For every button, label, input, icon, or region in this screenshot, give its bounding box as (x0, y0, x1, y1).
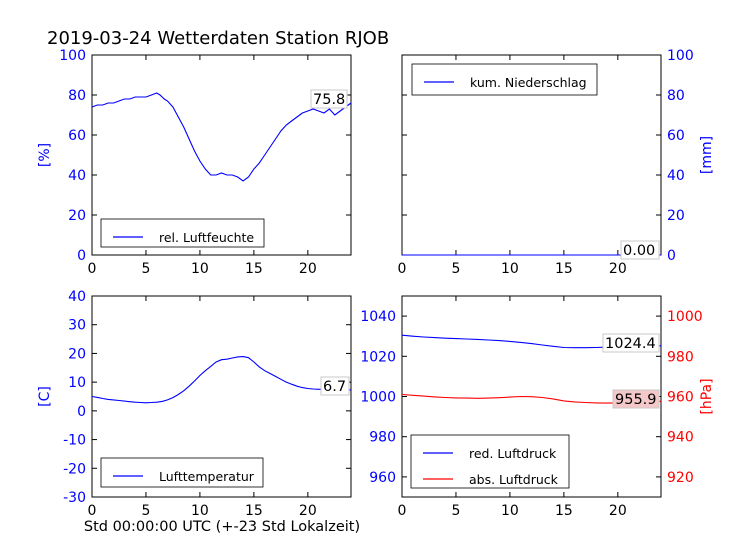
humidity-line (91, 92, 352, 182)
pressure-panel: 0 5 10 15 20 960 980 1000 1020 1040 920 940 960 980 10… (360, 295, 715, 519)
legend-label: rel. Luftfeuchte (159, 230, 254, 245)
x-tick-label: 20 (609, 261, 627, 277)
x-tick-label: 20 (299, 261, 317, 277)
y-tick-label: 40 (68, 289, 86, 305)
x-tick-label: 5 (141, 503, 150, 519)
x-tick-label: 0 (88, 503, 97, 519)
y-tick-label-right: 0 (667, 248, 676, 264)
y-tick-label-right: 60 (667, 128, 685, 144)
legend-label: kum. Niederschlag (470, 75, 587, 90)
humidity-panel: 0 5 10 15 20 0 20 40 60 80 100 [%] 75.8 rel. Luftfeuc… (37, 48, 352, 277)
y-axis-label: [mm] (699, 136, 715, 174)
x-tick-label: 15 (245, 503, 263, 519)
y-tick-label: 960 (369, 470, 396, 486)
x-tick-label: 10 (501, 261, 519, 277)
legend-label: Lufttemperatur (159, 469, 255, 484)
y-tick-label: -20 (63, 461, 86, 477)
y-tick-label-right: 960 (667, 390, 694, 406)
humidity-last-value: 75.8 (313, 92, 345, 108)
legend-box (100, 218, 265, 248)
y-tick-label: 20 (68, 346, 86, 362)
x-tick-label: 10 (191, 261, 209, 277)
y-axis-label: [hPa] (699, 378, 715, 414)
x-tick-label: 20 (299, 503, 317, 519)
temperature-panel: 0 5 10 15 20 -30 -20 -10 0 10 20 30 40 [C] 6.7 Lufttemp… (37, 289, 352, 519)
y-tick-label-right: 940 (667, 430, 694, 446)
y-tick-label: 40 (68, 168, 86, 184)
legend-box (100, 457, 264, 488)
precipitation-last-value: 0.00 (623, 243, 655, 259)
x-tick-label: 5 (141, 261, 150, 277)
x-tick-label: 15 (555, 503, 573, 519)
absolute-pressure-last-value: 955.9 (615, 392, 657, 408)
temperature-last-value-box (320, 376, 350, 396)
legend-label: abs. Luftdruck (469, 472, 559, 487)
y-axis-label: [%] (37, 143, 53, 167)
precipitation-last-value-box (620, 240, 660, 260)
temperature-line (91, 356, 352, 404)
y-tick-label-right: 980 (667, 349, 694, 365)
y-tick-label: 60 (68, 128, 86, 144)
y-tick-label-right: 80 (667, 88, 685, 104)
y-tick-label-right: 100 (667, 48, 694, 64)
x-axis-label: Std 00:00:00 UTC (+-23 Std Lokalzeit) (84, 519, 360, 535)
y-tick-label-right: 20 (667, 208, 685, 224)
legend-box (411, 63, 598, 96)
x-tick-label: 0 (88, 261, 97, 277)
y-tick-label: 1040 (360, 309, 396, 325)
y-tick-label: 0 (77, 248, 86, 264)
x-tick-label: 0 (398, 261, 407, 277)
reduced-pressure-last-value-box (602, 333, 660, 353)
y-axis-label: [C] (37, 386, 53, 407)
x-tick-label: 10 (501, 503, 519, 519)
y-tick-label: 80 (68, 88, 86, 104)
y-tick-label: 0 (77, 404, 86, 420)
y-tick-label: -30 (63, 490, 86, 506)
x-tick-label: 5 (451, 503, 460, 519)
precipitation-panel: 0 5 10 15 20 0 20 40 60 80 100 [mm] 0.00 kum. Nieders… (398, 48, 715, 277)
y-tick-label: 1000 (360, 390, 396, 406)
figure-title: 2019-03-24 Wetterdaten Station RJOB (47, 28, 389, 49)
x-tick-label: 15 (555, 261, 573, 277)
reduced-pressure-last-value: 1024.4 (605, 336, 656, 352)
y-tick-label-right: 1000 (667, 309, 703, 325)
plot-frame (91, 54, 352, 256)
y-tick-label: 1020 (360, 349, 396, 365)
absolute-pressure-last-value-box (612, 389, 660, 409)
y-tick-label: 100 (59, 48, 86, 64)
y-tick-label: 30 (68, 318, 86, 334)
humidity-last-value-box (310, 89, 348, 109)
temperature-last-value: 6.7 (323, 379, 346, 395)
x-tick-label: 15 (245, 261, 263, 277)
legend-label: red. Luftdruck (469, 446, 557, 461)
y-tick-label: 980 (369, 430, 396, 446)
y-tick-label: 10 (68, 375, 86, 391)
x-tick-label: 10 (191, 503, 209, 519)
y-tick-label-right: 40 (667, 168, 685, 184)
y-tick-label-right: 920 (667, 470, 694, 486)
x-tick-label: 5 (451, 261, 460, 277)
y-tick-label: -10 (63, 433, 86, 449)
x-tick-label: 20 (609, 503, 627, 519)
y-tick-label: 20 (68, 208, 86, 224)
x-tick-label: 0 (398, 503, 407, 519)
